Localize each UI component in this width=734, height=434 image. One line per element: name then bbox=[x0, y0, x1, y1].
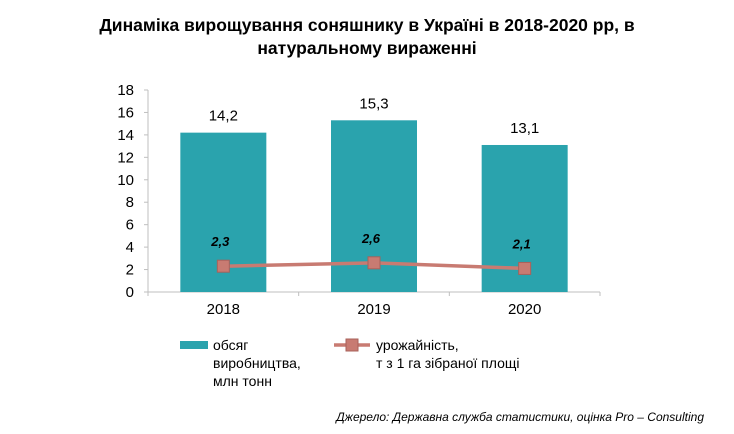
legend-label-yield: урожайність, т з 1 га зібраної площі bbox=[376, 337, 520, 371]
marker-yield bbox=[216, 259, 230, 273]
y-tick-label: 10 bbox=[117, 172, 134, 189]
x-tick-label: 2020 bbox=[508, 301, 541, 318]
y-tick-label: 16 bbox=[117, 104, 134, 121]
source-note: Джерело: Державна служба статистики, оці… bbox=[336, 410, 704, 424]
legend-swatch-yield-marker bbox=[345, 338, 359, 352]
y-tick-label: 12 bbox=[117, 149, 134, 166]
legend-label-production: обсяг виробництва, млн тонн bbox=[213, 337, 301, 389]
x-tick-label: 2018 bbox=[207, 301, 240, 318]
bar-data-label: 14,2 bbox=[209, 108, 238, 125]
y-tick-label: 8 bbox=[126, 194, 134, 211]
y-tick-label: 14 bbox=[117, 127, 134, 144]
y-tick-label: 6 bbox=[126, 217, 134, 234]
chart-title: Динаміка вирощування соняшнику в Україні… bbox=[99, 15, 635, 58]
bar-data-label: 13,1 bbox=[510, 120, 539, 137]
marker-yield bbox=[518, 261, 532, 275]
line-data-label: 2,6 bbox=[361, 231, 381, 246]
legend-swatch-production bbox=[180, 341, 208, 349]
line-data-label: 2,1 bbox=[512, 236, 531, 251]
y-tick-label: 18 bbox=[117, 82, 134, 99]
y-tick-label: 2 bbox=[126, 262, 134, 279]
y-tick-label: 4 bbox=[126, 239, 134, 256]
y-tick-label: 0 bbox=[126, 284, 134, 301]
bar-data-label: 15,3 bbox=[359, 95, 388, 112]
x-tick-label: 2019 bbox=[357, 301, 390, 318]
marker-yield bbox=[367, 256, 381, 270]
line-data-label: 2,3 bbox=[210, 234, 230, 249]
